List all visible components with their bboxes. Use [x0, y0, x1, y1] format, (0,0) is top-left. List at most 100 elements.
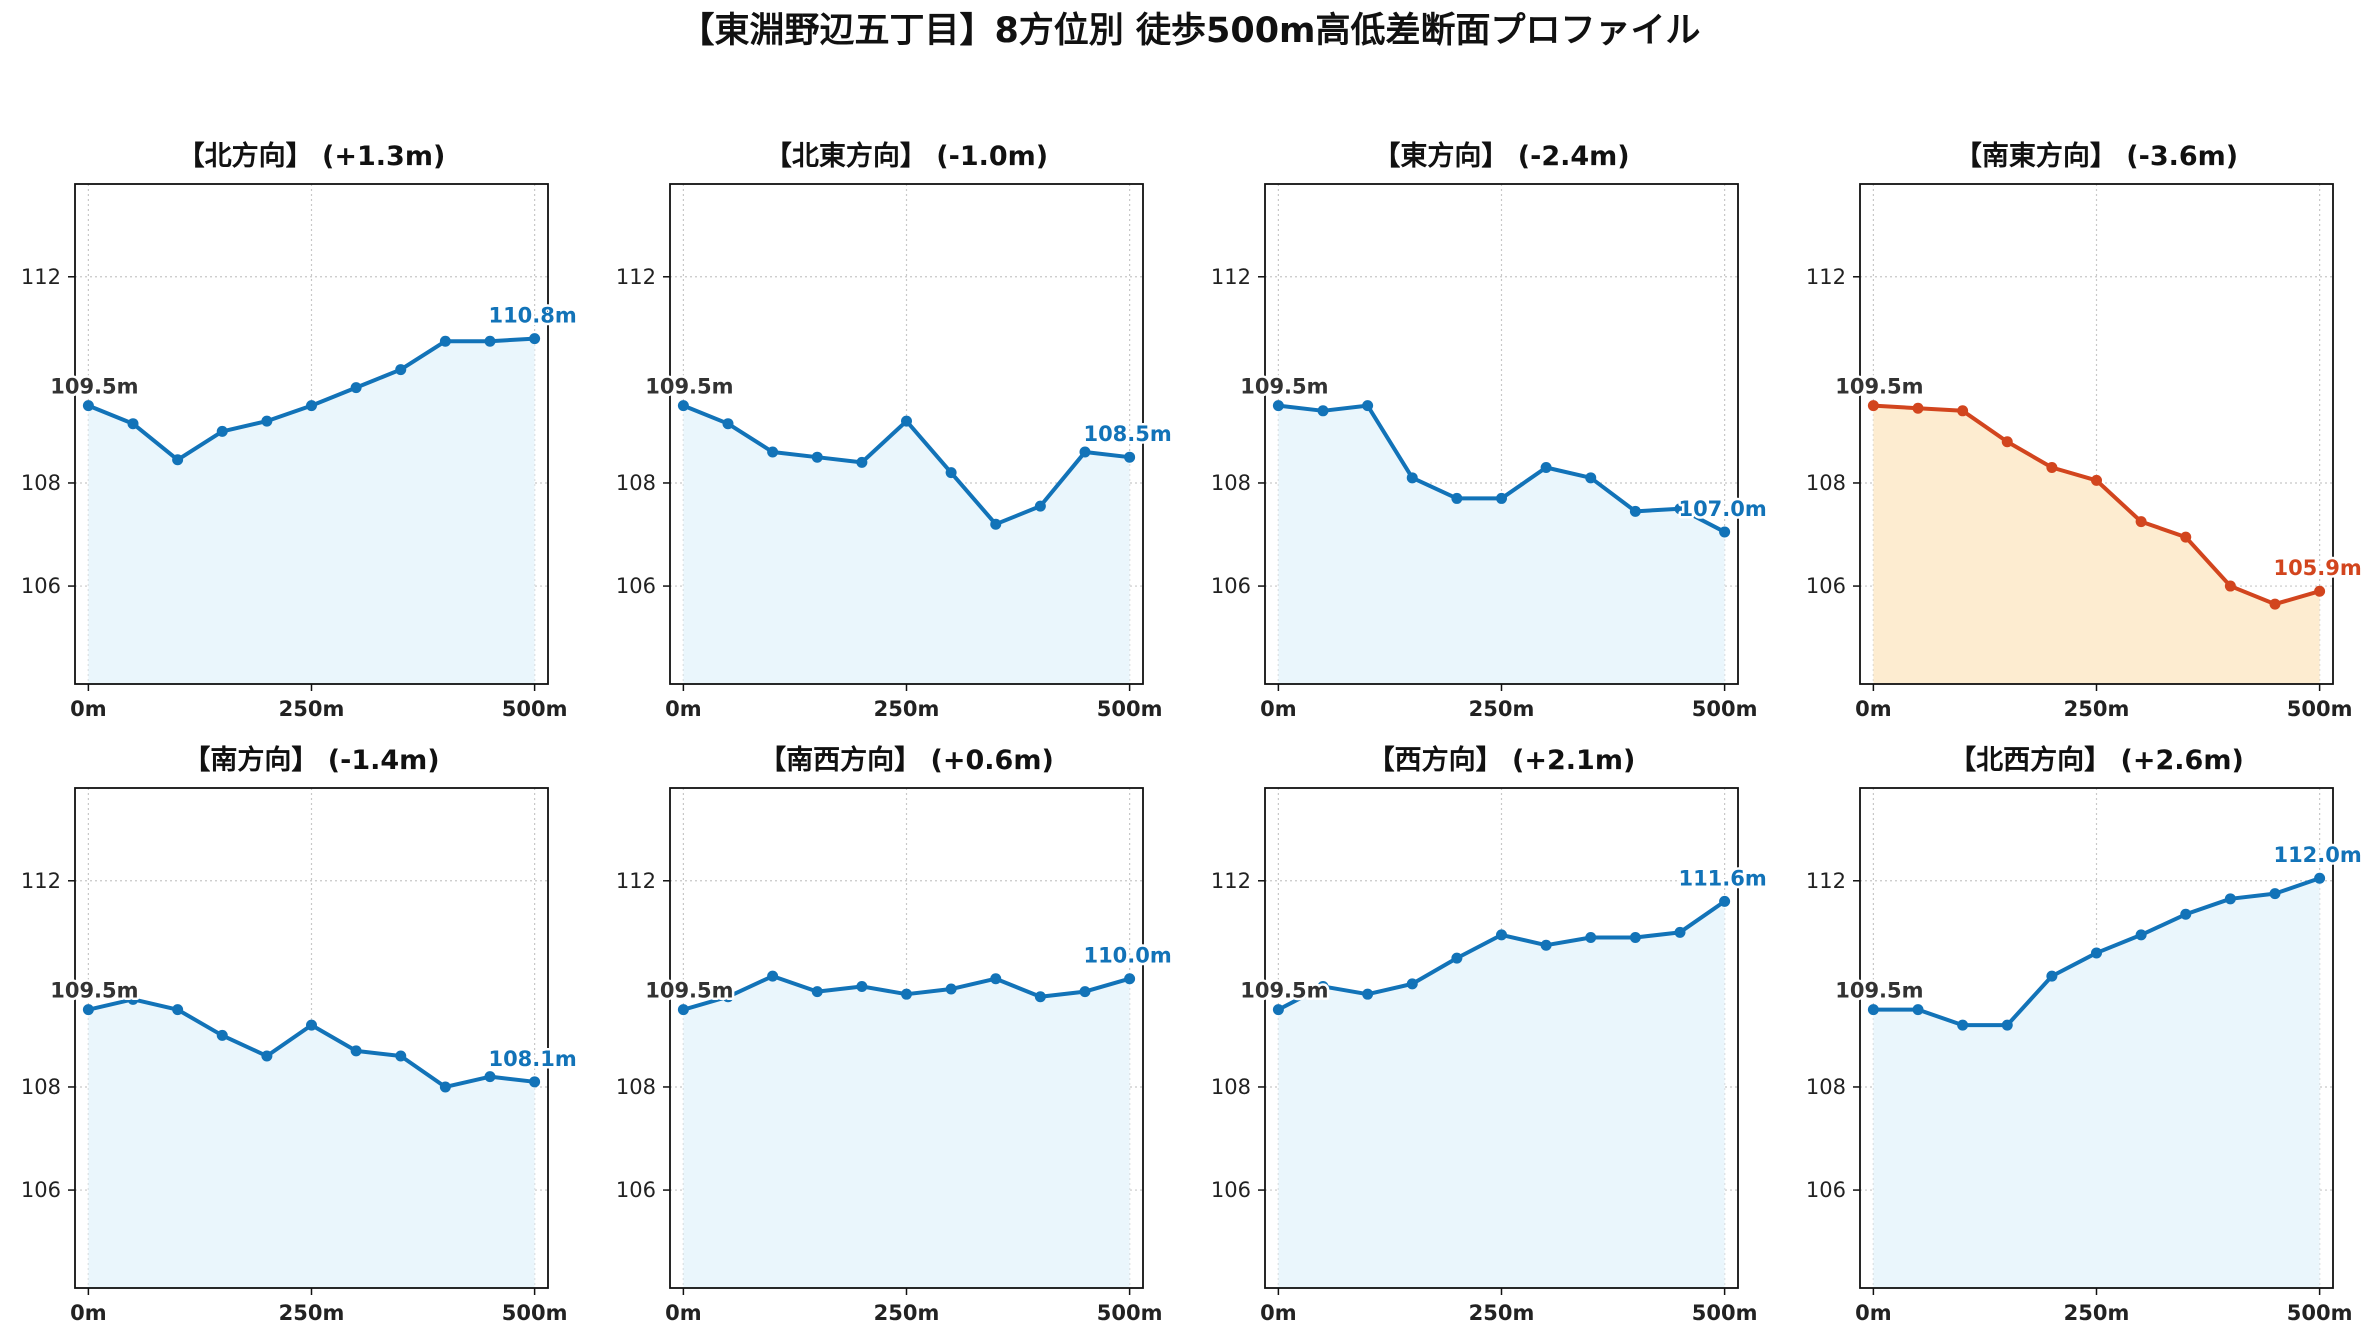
x-tick-label: 0m	[1855, 1301, 1892, 1325]
profile-point	[1124, 973, 1136, 985]
y-tick-label: 106	[1806, 574, 1846, 598]
y-tick-label: 106	[21, 574, 61, 598]
panel-title: 【南東方向】 (-3.6m)	[1955, 140, 2238, 172]
x-tick-label: 250m	[874, 1301, 940, 1325]
elevation-profile-chart: 【北方向】 (+1.3m) 106 108 112 0m 250m 500m 109.5m 11…	[21, 140, 579, 721]
profile-area	[88, 999, 535, 1288]
y-tick-label: 112	[1806, 869, 1846, 893]
profile-point	[901, 415, 912, 427]
profile-point	[82, 1004, 94, 1016]
y-tick-label: 112	[1211, 869, 1251, 893]
elevation-profile-chart: 【北西方向】 (+2.6m) 106 108 112 0m 250m 500m 109.5m 1…	[1806, 744, 2364, 1325]
x-tick-label: 0m	[665, 1301, 702, 1325]
x-tick-label: 500m	[502, 1301, 568, 1325]
profile-point	[1674, 503, 1686, 515]
profile-point	[1496, 492, 1507, 504]
end-elevation-label: 110.8m	[488, 304, 576, 328]
profile-point	[1674, 926, 1686, 938]
profile-point	[2135, 929, 2147, 941]
profile-point	[127, 993, 139, 1005]
profile-point	[216, 425, 228, 437]
elevation-profile-panel: 【北西方向】 (+2.6m) 106 108 112 0m 250m 500m 109.5m 1…	[1785, 729, 2380, 1329]
profile-point	[722, 418, 734, 430]
profile-point	[2269, 598, 2281, 610]
profile-point	[1957, 1019, 1969, 1031]
y-tick-label: 106	[1211, 574, 1251, 598]
profile-point	[529, 1076, 541, 1088]
x-tick-label: 500m	[502, 697, 568, 721]
profile-point	[767, 970, 779, 982]
profile-point	[677, 1004, 689, 1016]
y-tick-label: 106	[616, 574, 656, 598]
x-tick-label: 500m	[1097, 1301, 1163, 1325]
profile-point	[1912, 1004, 1924, 1016]
profile-point	[767, 446, 779, 458]
panel-title: 【東方向】 (-2.4m)	[1373, 140, 1629, 172]
elevation-profile-chart: 【南東方向】 (-3.6m) 106 108 112 0m 250m 500m 109.5m 1…	[1806, 140, 2364, 721]
profile-point	[1317, 405, 1329, 417]
profile-point	[172, 454, 184, 466]
profile-area	[683, 976, 1130, 1288]
panel-title: 【南方向】 (-1.4m)	[183, 744, 439, 776]
profile-area	[1873, 405, 2320, 684]
profile-point	[439, 335, 451, 347]
y-tick-label: 108	[1211, 471, 1251, 495]
profile-area	[88, 338, 535, 684]
profile-point	[811, 986, 823, 998]
profile-point	[1079, 446, 1091, 458]
profile-point	[1362, 988, 1374, 1000]
elevation-profile-panel: 【南方向】 (-1.4m) 106 108 112 0m 250m 500m 109.5m 10…	[0, 729, 595, 1329]
profile-point	[811, 451, 823, 463]
x-tick-label: 0m	[1260, 1301, 1297, 1325]
profile-point	[261, 415, 273, 427]
panel-title: 【北東方向】 (-1.0m)	[765, 140, 1048, 172]
x-tick-label: 250m	[279, 697, 345, 721]
y-tick-label: 108	[1806, 471, 1846, 495]
profile-point	[261, 1050, 273, 1062]
profile-point	[1629, 505, 1641, 517]
x-tick-label: 250m	[1469, 697, 1535, 721]
end-elevation-label: 111.6m	[1678, 866, 1766, 890]
elevation-profile-chart: 【北東方向】 (-1.0m) 106 108 112 0m 250m 500m 109.5m 1…	[616, 140, 1174, 721]
x-tick-label: 0m	[1855, 697, 1892, 721]
profile-point	[306, 400, 317, 412]
profile-point	[1867, 1004, 1879, 1016]
x-tick-label: 0m	[665, 697, 702, 721]
x-tick-label: 250m	[279, 1301, 345, 1325]
profile-point	[1406, 978, 1418, 990]
panel-title: 【北方向】 (+1.3m)	[178, 140, 446, 172]
profile-point	[722, 991, 734, 1003]
x-tick-label: 500m	[1692, 1301, 1758, 1325]
profile-point	[1719, 895, 1731, 907]
x-tick-label: 250m	[2064, 1301, 2130, 1325]
profile-point	[2001, 1019, 2013, 1031]
profile-point	[1585, 472, 1597, 484]
profile-point	[1867, 400, 1879, 412]
profile-point	[945, 983, 957, 995]
profile-point	[439, 1081, 451, 1093]
x-tick-label: 500m	[1692, 697, 1758, 721]
start-elevation-label: 109.5m	[1835, 979, 1923, 1003]
figure-title: 【東淵野辺五丁目】8方位別 徒歩500m高低差断面プロファイル	[679, 11, 1701, 51]
y-tick-label: 108	[1211, 1075, 1251, 1099]
x-tick-label: 0m	[1260, 697, 1297, 721]
y-tick-label: 112	[1806, 265, 1846, 289]
start-elevation-label: 109.5m	[645, 375, 733, 399]
y-tick-label: 112	[616, 265, 656, 289]
end-elevation-label: 108.1m	[488, 1047, 576, 1071]
end-elevation-label: 105.9m	[2273, 556, 2361, 580]
profile-point	[1317, 980, 1329, 992]
profile-point	[901, 988, 912, 1000]
profile-point	[1034, 500, 1046, 512]
profile-point	[306, 1019, 317, 1031]
profile-area	[683, 405, 1130, 684]
x-tick-label: 0m	[70, 697, 107, 721]
end-elevation-label: 112.0m	[2273, 843, 2361, 867]
panel-title: 【北西方向】 (+2.6m)	[1949, 744, 2244, 776]
y-tick-label: 112	[616, 869, 656, 893]
y-tick-label: 106	[21, 1178, 61, 1202]
profile-point	[1034, 991, 1046, 1003]
profile-point	[990, 518, 1002, 530]
profile-point	[529, 333, 541, 345]
profile-point	[2224, 893, 2236, 905]
